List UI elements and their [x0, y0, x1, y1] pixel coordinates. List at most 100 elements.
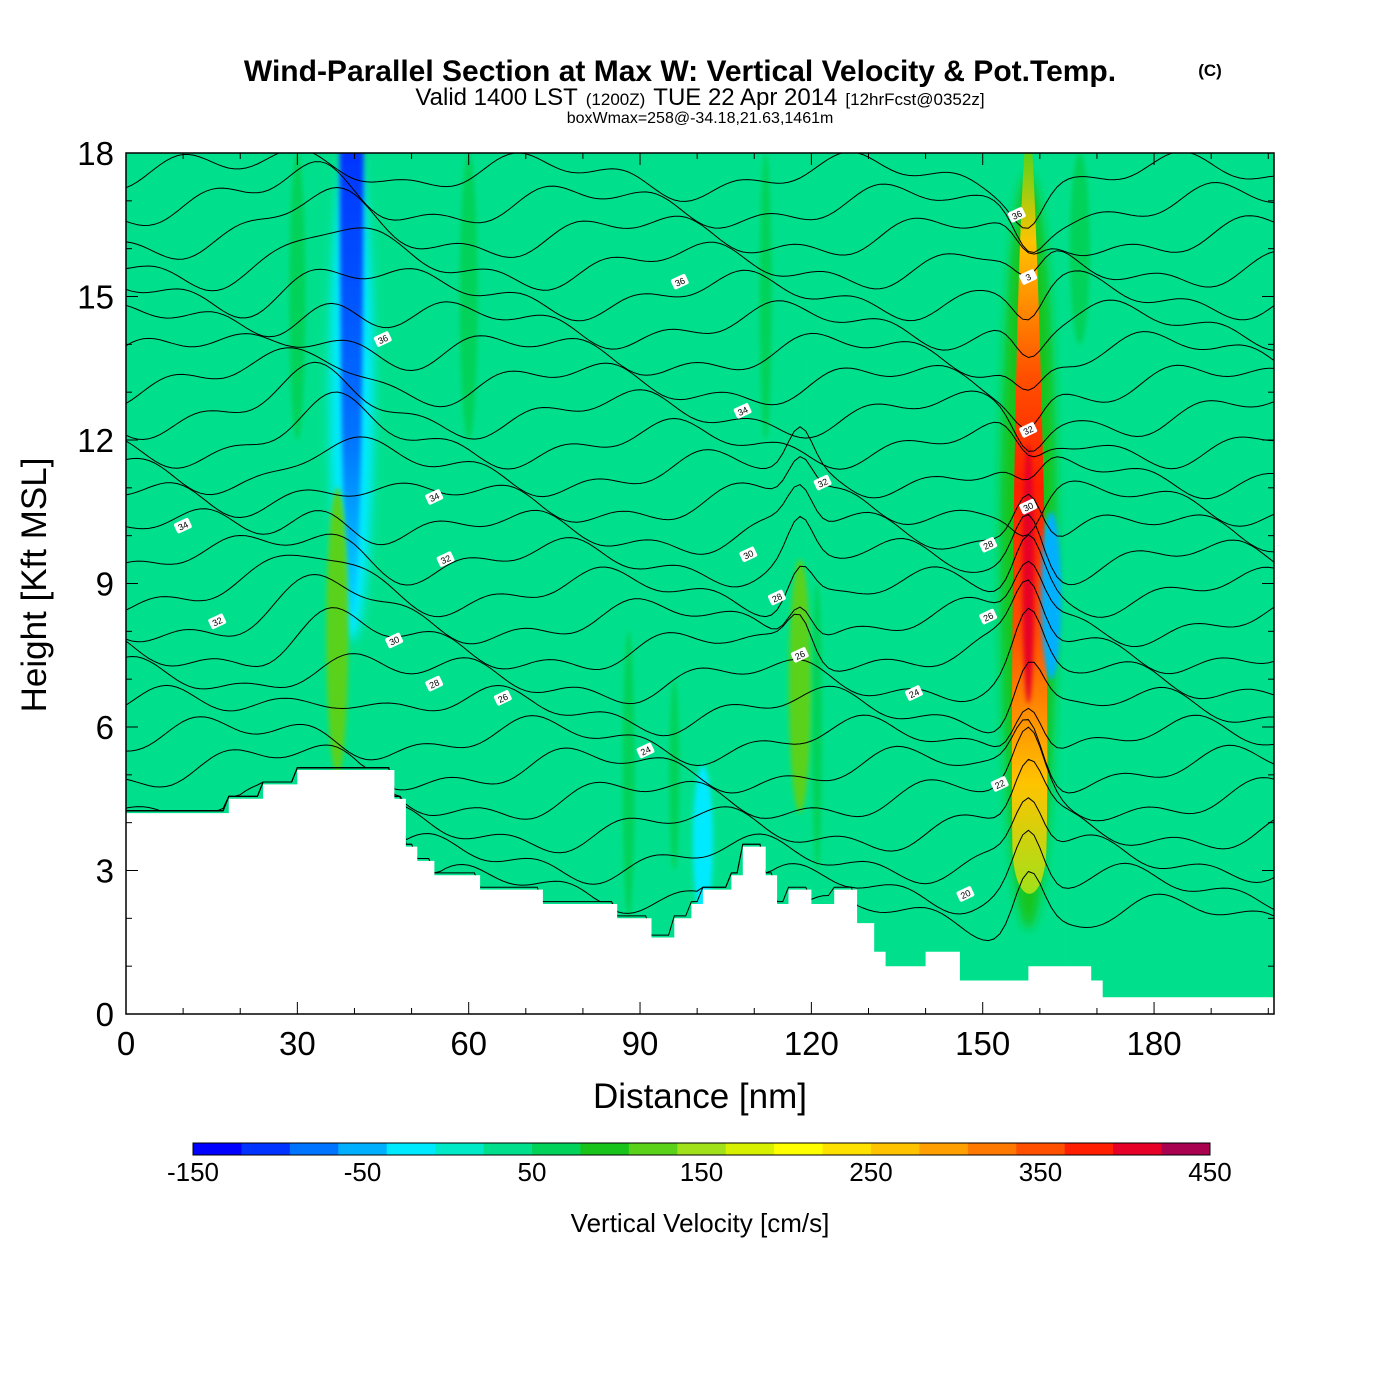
- isentrope-line: [126, 719, 1274, 794]
- colorbar-swatch: [871, 1143, 920, 1155]
- isentrope-line: [126, 579, 1274, 675]
- isentrope-label-bg: [790, 647, 809, 663]
- isentrope-line: [126, 186, 1274, 260]
- subtitle-utc: (1200Z): [586, 90, 646, 109]
- weak-updraft-patch: [937, 153, 1012, 393]
- isentrope-label-text: 26: [496, 692, 509, 705]
- isentrope-label: 26: [493, 690, 512, 706]
- isentrope-label-bg: [670, 273, 689, 290]
- isentrope-label-bg: [1019, 498, 1038, 515]
- isentrope-label-text: 26: [982, 610, 995, 623]
- y-tick-label: 15: [77, 279, 114, 316]
- isentrope-line: [126, 560, 1274, 648]
- y-tick-label: 18: [77, 135, 114, 172]
- isentrope-label-bg: [739, 546, 758, 563]
- colorbar-swatch: [919, 1143, 969, 1155]
- isentrope-label-text: 34: [428, 491, 441, 504]
- isentrope-label: 30: [1019, 498, 1038, 515]
- isentrope-label-text: 28: [982, 539, 995, 552]
- isentrope-line: [126, 161, 1274, 254]
- isentrope-label-bg: [979, 537, 998, 553]
- weak-updraft-patch: [1165, 153, 1274, 536]
- isentrope-label: 32: [436, 551, 455, 567]
- colorbar-tick-label: 50: [518, 1157, 547, 1187]
- plot-area: 34 32 36 34 32 30 28 26 24 36 34 32 30 28 26 24 28 26 22 20…: [126, 153, 1274, 1014]
- colorbar-tick-label: 150: [680, 1157, 723, 1187]
- isentrope-line: [126, 347, 1274, 429]
- isentrope-label: 36: [373, 331, 392, 347]
- isentrope-label: 30: [739, 546, 758, 563]
- isentrope-label-text: 36: [1010, 209, 1023, 222]
- colorbar-swatch: [677, 1143, 727, 1155]
- colorbar-swatch: [386, 1143, 436, 1155]
- subtitle-date: TUE 22 Apr 2014: [653, 84, 837, 111]
- weak-updraft-patch: [845, 679, 966, 967]
- isentrope-label-text: 34: [176, 519, 189, 532]
- x-axis: 0 30 60 90 120 150 180: [117, 153, 1269, 1062]
- downdraft-core: [339, 153, 364, 632]
- isentrope-label-bg: [956, 886, 975, 902]
- isentrope-label: 36: [670, 273, 689, 290]
- colorbar-swatch: [193, 1143, 242, 1155]
- colorbar-swatch: [289, 1143, 339, 1155]
- isentrope-label-bg: [208, 613, 227, 630]
- isentrope-label-text: 28: [428, 677, 441, 690]
- colorbar-tick-labels: -150 -50 50 150 250 350 450: [167, 1157, 1232, 1187]
- velocity-field: [126, 153, 1274, 1014]
- isentrope-label: 28: [425, 675, 444, 692]
- isentrope-label-text: 32: [816, 476, 829, 489]
- subtitle-valid: Valid 1400 LST: [415, 84, 578, 111]
- weak-updraft-patch: [582, 153, 715, 584]
- colorbar-swatch: [435, 1143, 485, 1155]
- colorbar-swatch: [483, 1143, 533, 1155]
- isentrope-label-bg: [767, 589, 786, 606]
- isentrope-label-text: 24: [639, 744, 652, 757]
- isentrope-label: 28: [767, 589, 786, 606]
- ascent-streak: [759, 153, 772, 440]
- isentrope-label: 20: [956, 886, 975, 902]
- x-axis-label: Distance [nm]: [593, 1077, 807, 1116]
- isentrope-label: 3: [1019, 269, 1038, 285]
- isentrope-label-text: 32: [211, 615, 224, 628]
- isentrope-label: 34: [733, 403, 752, 419]
- subtitle-forecast: [12hrFcst@0352z]: [845, 90, 984, 109]
- isentrope-label: 30: [385, 632, 404, 649]
- colorbar-swatch: [1161, 1143, 1211, 1155]
- terrain-fill: [126, 770, 1274, 1014]
- colorbar-swatch: [241, 1143, 291, 1155]
- isentrope-label-text: 26: [793, 649, 806, 662]
- isentrope-line: [126, 707, 1274, 767]
- ascent-streak: [622, 631, 635, 919]
- colorbar-swatch: [1016, 1143, 1066, 1155]
- isentrope-label: 32: [208, 613, 227, 630]
- ascent-column: [788, 559, 811, 814]
- terrain: [126, 770, 1274, 1014]
- x-tick-label: 150: [955, 1025, 1010, 1062]
- isentrope-label-bg: [733, 403, 752, 419]
- isentrope-label: 24: [636, 742, 655, 759]
- isentrope-label-text: 28: [770, 591, 783, 604]
- colorbar-tick-label: 350: [1019, 1157, 1062, 1187]
- isentrope-label-bg: [436, 551, 455, 567]
- isentrope-line: [126, 534, 1274, 618]
- colorbar-swatch: [1113, 1143, 1163, 1155]
- isentrope-label: 26: [790, 647, 809, 663]
- title-block: Wind-Parallel Section at Max W: Vertical…: [244, 55, 1222, 127]
- colorbar-swatch: [1064, 1143, 1114, 1155]
- isentrope-line: [126, 391, 1274, 470]
- isentrope-label: 34: [425, 489, 444, 505]
- isentrope-label: 32: [1019, 422, 1038, 438]
- box-wmax-note: boxWmax=258@-34.18,21.63,1461m: [567, 110, 834, 127]
- isentrope-label: 34: [173, 517, 192, 534]
- isentrope-label-bg: [173, 517, 192, 534]
- isentrope-label-bg: [385, 632, 404, 649]
- colorbar-frame: [192, 1142, 1211, 1156]
- isentrope-line: [126, 456, 1274, 537]
- isentrope-label-bg: [425, 489, 444, 505]
- isentrope-label-text: 22: [993, 778, 1006, 791]
- isentrope-label: 22: [990, 776, 1009, 792]
- y-tick-label: 0: [96, 996, 114, 1033]
- isentrope-label-text: 30: [1022, 500, 1035, 513]
- copyright-mark: (C): [1198, 61, 1222, 80]
- isentrope-line: [126, 153, 1274, 229]
